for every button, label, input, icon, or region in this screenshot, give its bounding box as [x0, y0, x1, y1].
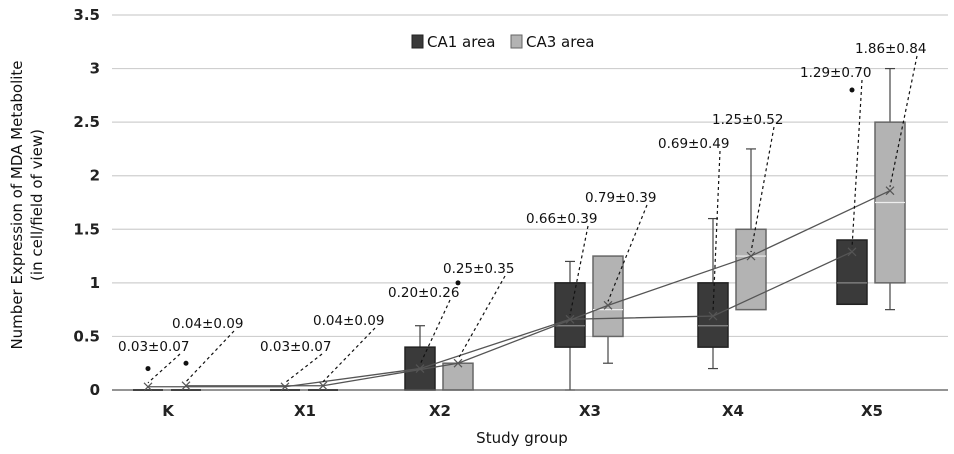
y-tick-label: 3.5 — [73, 6, 100, 24]
mean-sd-label: 0.66±0.39 — [526, 211, 597, 227]
legend-swatch-ca1 — [411, 34, 424, 49]
x-axis-title: Study group — [476, 429, 568, 447]
legend-label-ca3: CA3 area — [526, 33, 595, 51]
x-tick-label: X2 — [429, 402, 451, 420]
mean-sd-label: 1.29±0.70 — [800, 65, 871, 81]
x-tick-label: X4 — [722, 402, 744, 420]
mean-trend-ca3 — [186, 190, 891, 387]
outlier-point — [849, 87, 855, 93]
mean-sd-label: 0.04±0.09 — [172, 316, 243, 332]
x-tick-label: X3 — [579, 402, 601, 420]
legend: CA1 area CA3 area — [411, 33, 595, 51]
y-tick-label: 0.5 — [73, 327, 100, 345]
mean-sd-label: 0.03±0.07 — [118, 339, 189, 355]
y-axis-title: Number Expression of MDA Metabolite (in … — [8, 60, 46, 349]
leader-line — [322, 327, 376, 383]
mean-sd-label: 1.86±0.84 — [855, 41, 926, 57]
mean-trend-ca1 — [148, 251, 853, 388]
y-tick-label: 3 — [90, 60, 100, 78]
box-ca3 — [442, 362, 474, 391]
y-axis-title-line1: Number Expression of MDA Metabolite — [8, 60, 26, 349]
box-ca1 — [836, 239, 868, 306]
y-axis-title-line2: (in cell/field of view) — [28, 129, 46, 281]
leader-line — [185, 330, 235, 383]
leader-line — [851, 79, 863, 248]
x-tick-label: K — [162, 402, 175, 420]
mean-sd-label: 1.25±0.52 — [712, 112, 783, 128]
leader-line — [147, 353, 181, 384]
grid-lines — [112, 14, 948, 338]
y-tick-label: 2.5 — [73, 113, 100, 131]
mean-sd-label: 0.04±0.09 — [313, 313, 384, 329]
legend-label-ca1: CA1 area — [427, 33, 496, 51]
box-ca3 — [592, 255, 624, 338]
box-ca1 — [697, 282, 729, 348]
outlier-point — [183, 360, 189, 366]
box-ca3 — [735, 228, 767, 311]
y-tick-label: 0 — [90, 381, 100, 399]
mean-marker — [885, 186, 895, 196]
x-tick-label: X5 — [861, 402, 883, 420]
leader-line — [712, 150, 721, 313]
legend-swatch-ca3 — [510, 34, 523, 49]
y-tick-label: 2 — [90, 167, 100, 185]
mean-sd-label: 0.69±0.49 — [658, 136, 729, 152]
annotations: 0.03±0.07 0.03±0.07 0.20±0.26 0.66±0.39 0.69… — [118, 41, 926, 384]
boxes — [133, 67, 906, 391]
box-ca1 — [404, 346, 436, 391]
outlier-point — [145, 366, 151, 372]
mean-sd-label: 0.03±0.07 — [260, 339, 331, 355]
leader-line — [889, 55, 918, 187]
y-tick-label: 1 — [90, 274, 100, 292]
mean-sd-label: 0.20±0.26 — [388, 285, 459, 301]
y-tick-label: 1.5 — [73, 220, 100, 238]
y-tick-labels: 0 0.5 1 1.5 2 2.5 3 3.5 — [73, 6, 100, 399]
outlier-point — [455, 280, 461, 286]
mean-lines — [143, 186, 895, 392]
x-tick-label: X1 — [294, 402, 316, 420]
mean-sd-label: 0.25±0.35 — [443, 261, 514, 277]
mean-sd-label: 0.79±0.39 — [585, 190, 656, 206]
leader-line — [607, 204, 648, 302]
leader-line — [457, 275, 506, 360]
leader-line — [284, 353, 323, 384]
x-tick-labels: K X1 X2 X3 X4 X5 — [162, 402, 883, 420]
